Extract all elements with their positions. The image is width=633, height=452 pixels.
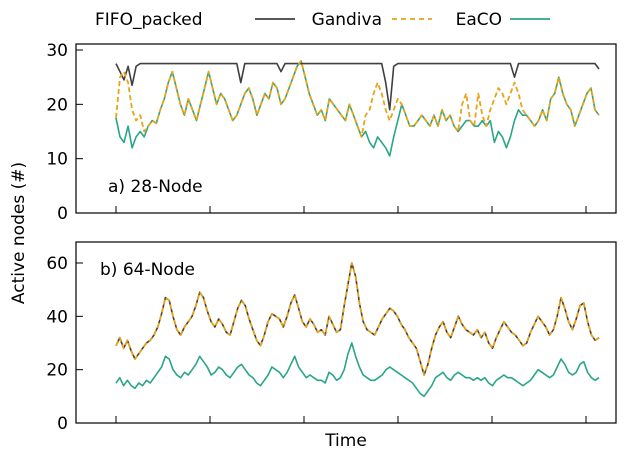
- panel-b-ytick-label: 60: [46, 254, 68, 274]
- panel-b-label: b) 64-Node: [100, 260, 195, 280]
- panel-a-series-fifo-packed: [115, 62, 600, 111]
- legend-label-fifo: FIFO_packed: [95, 10, 203, 30]
- panel-b-series-gandiva: [115, 262, 600, 376]
- panel-a-ytick-label: 20: [46, 95, 68, 115]
- panel-b-series-eaco: [115, 342, 600, 398]
- panel-a-ytick-label: 10: [46, 150, 68, 170]
- legend-label-eaco: EaCO: [456, 10, 502, 30]
- panel-a-series-eaco: [115, 60, 600, 157]
- panel-a-ytick-label: 30: [46, 41, 68, 61]
- x-axis-label: Time: [324, 431, 367, 451]
- panel-b-ytick-label: 20: [46, 361, 68, 381]
- panel-a-ticks: 0 10 20 30: [46, 41, 587, 224]
- panel-b-frame: [75, 241, 617, 424]
- panel-b-ytick-label: 40: [46, 307, 68, 327]
- legend-label-gandiva: Gandiva: [312, 10, 382, 30]
- panel-b-ticks: 0 20 40 60: [46, 254, 587, 434]
- y-axis-label: Active nodes (#): [9, 162, 29, 304]
- panel-a-frame: [75, 43, 617, 214]
- panel-b-plot-area: [115, 262, 600, 398]
- panel-a-ytick-label: 0: [57, 204, 68, 224]
- panel-b-ytick-label: 0: [57, 414, 68, 434]
- panel-a-series-gandiva: [115, 60, 600, 138]
- panel-a-plot-area: [115, 60, 600, 157]
- panel-a-label: a) 28-Node: [108, 177, 203, 197]
- legend: FIFO_packed Gandiva EaCO: [95, 10, 550, 30]
